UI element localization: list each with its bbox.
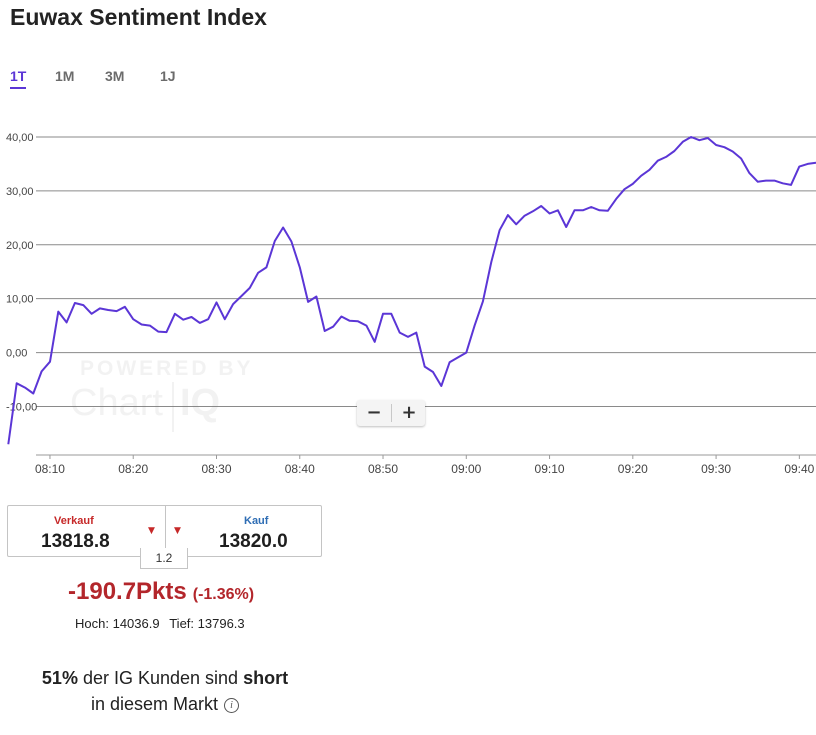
- price-change: -190.7Pkts (-1.36%): [68, 578, 254, 606]
- y-tick-label: 40,00: [6, 132, 34, 144]
- sentiment-percent: 51%: [41, 668, 78, 688]
- x-tick-label: 08:10: [35, 462, 65, 476]
- y-tick-label: 0,00: [6, 348, 27, 360]
- sentiment-market-text: in diesem Markt: [90, 694, 219, 714]
- x-tick-label: 09:00: [451, 462, 481, 476]
- x-tick-label: 08:50: [368, 462, 398, 476]
- tab-1t[interactable]: 1T: [10, 68, 27, 89]
- sell-price[interactable]: 13818.8: [41, 531, 110, 552]
- x-tick-label: 09:20: [618, 462, 648, 476]
- tab-1m[interactable]: 1M: [55, 68, 75, 84]
- buy-down-arrow-icon: ▼: [174, 526, 181, 536]
- zoom-out-button[interactable]: −: [366, 402, 382, 423]
- tab-1j[interactable]: 1J: [160, 68, 176, 84]
- low-value: 13796.3: [197, 616, 245, 631]
- high-low: Hoch: 14036.9 Tief: 13796.3: [75, 616, 245, 631]
- svg-text:IQ: IQ: [180, 382, 220, 424]
- series-line: [7, 136, 816, 445]
- change-points: -190.7Pkts: [68, 578, 187, 605]
- buy-price[interactable]: 13820.0: [219, 531, 288, 552]
- sentiment-text: der IG Kunden sind: [77, 668, 244, 688]
- buy-label: Kauf: [244, 515, 269, 527]
- change-percent: (-1.36%): [192, 586, 255, 603]
- sell-label: Verkauf: [54, 515, 94, 527]
- chartiq-watermark: POWERED BY Chart IQ: [70, 357, 254, 432]
- info-icon[interactable]: i: [224, 698, 240, 713]
- x-tick-label: 08:20: [118, 462, 148, 476]
- x-tick-label: 09:10: [535, 462, 565, 476]
- high-value: 14036.9: [112, 616, 160, 631]
- y-tick-label: 10,00: [6, 294, 34, 306]
- y-tick-label: 30,00: [6, 186, 34, 198]
- sentiment-line-chart[interactable]: POWERED BY Chart IQ 40,00 30,00 20,00 10,00…: [0, 110, 816, 480]
- y-tick-label: -10,00: [6, 401, 37, 413]
- low-label: Tief:: [169, 616, 195, 631]
- svg-text:POWERED BY: POWERED BY: [80, 357, 254, 380]
- x-tick-label: 08:30: [201, 462, 231, 476]
- y-tick-label: 20,00: [6, 240, 34, 252]
- x-tick-label: 08:40: [285, 462, 315, 476]
- sentiment-line-2: in diesem Markt i: [0, 691, 330, 717]
- svg-text:Chart: Chart: [70, 382, 163, 424]
- high-label: Hoch:: [75, 616, 109, 631]
- client-sentiment: 51% der IG Kunden sind short: [0, 665, 330, 691]
- spread-badge: 1.2: [140, 548, 188, 569]
- x-tick-label: 09:40: [784, 462, 814, 476]
- zoom-controls: − +: [357, 400, 425, 426]
- sentiment-direction: short: [243, 668, 289, 688]
- x-tick-label: 09:30: [701, 462, 731, 476]
- quote-divider: [165, 506, 166, 556]
- sell-down-arrow-icon: ▼: [148, 526, 155, 536]
- zoom-in-button[interactable]: +: [401, 402, 417, 423]
- zoom-divider: [391, 404, 392, 422]
- tab-3m[interactable]: 3M: [105, 68, 125, 84]
- page-title: Euwax Sentiment Index: [10, 4, 267, 30]
